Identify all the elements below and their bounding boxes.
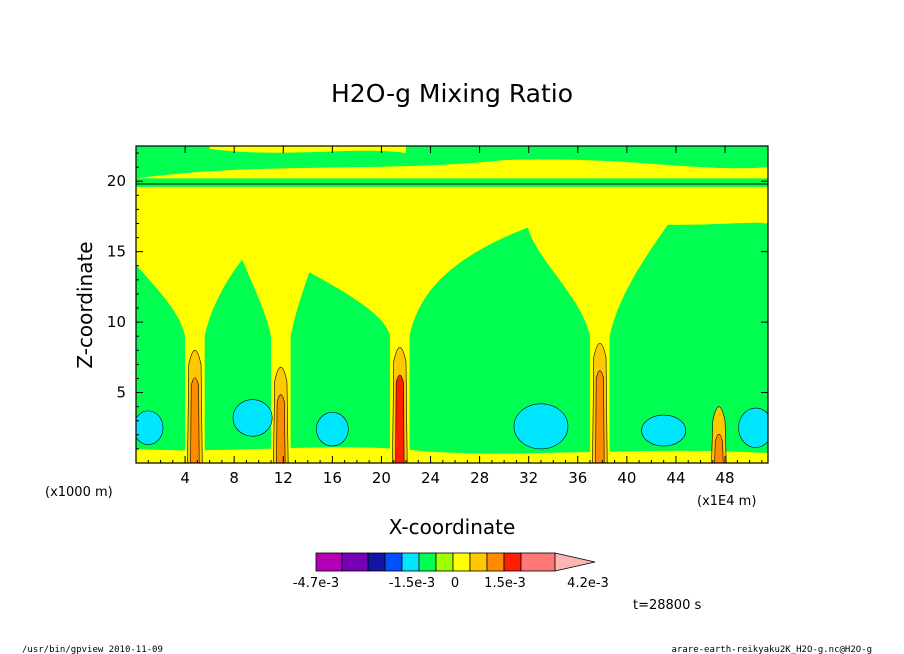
x-axis-label: X-coordinate [389,515,516,539]
y-tick-label: 15 [107,243,126,261]
y-tick-label: 10 [107,313,126,331]
x-tick-label: 16 [323,469,342,487]
y-tick-label: 5 [116,384,126,402]
x-tick-label: 28 [470,469,489,487]
x-tick-label: 48 [716,469,735,487]
dry-patch [232,399,273,437]
colorbar-swatch [520,552,556,572]
plume-inner-core [714,433,724,463]
plume-inner-core [395,374,405,463]
plume-column [526,216,674,463]
dry-patch [513,403,569,450]
x-tick-label: 12 [274,469,293,487]
plume-column [240,216,560,463]
colorbar-swatch [435,552,454,572]
plume-inner-core [276,394,286,463]
surface-moist-layer [136,447,768,463]
x-tick-label: 40 [617,469,636,487]
x-tick-label: 20 [372,469,391,487]
dry-patch [316,411,349,447]
colorbar-label: 1.5e-3 [484,576,526,591]
colorbar-label: 4.2e-3 [567,576,609,591]
plot-frame [135,145,769,464]
plume-inner-core [595,370,605,463]
y-axis-label: Z-coordinate [73,241,97,368]
x-tick-label: 36 [568,469,587,487]
x-tick-label: 32 [519,469,538,487]
colorbar: -4.7e-3 -1.5e-3 0 1.5e-3 4.2e-3 [293,552,609,591]
colorbar-swatch [315,552,343,572]
dry-patch [136,410,164,445]
footer-right: arare-earth-reikyaku2K_H2O-g.nc@H2O-g [672,645,872,654]
top-moist-patch [209,146,406,154]
plume-column [231,216,330,463]
dry-patch [641,414,687,447]
upper-moist-band [136,186,768,225]
plume-column [136,216,281,463]
top-moist-band [136,159,768,179]
x-unit-left: (x1000 m) [45,485,113,500]
colorbar-swatch [384,552,403,572]
colorbar-swatch [503,552,522,572]
x-tick-label: 44 [666,469,685,487]
colorbar-arrow [554,552,596,572]
colorbar-swatch [452,552,471,572]
time-label: t=28800 s [633,598,701,613]
colorbar-swatch [401,552,420,572]
colorbar-swatch [367,552,386,572]
colorbar-label: 0 [451,576,459,591]
y-tick-label: 20 [107,172,126,190]
x-tick-label: 8 [229,469,239,487]
dry-patch [738,407,768,448]
field-layer [136,146,768,463]
colorbar-swatch [486,552,505,572]
plot-area [136,146,768,463]
colorbar-label: -1.5e-3 [389,576,435,591]
x-tick-label: 4 [180,469,190,487]
x-unit-right: (x1E4 m) [697,494,756,509]
colorbar-label: -4.7e-3 [293,576,339,591]
footer-left: /usr/bin/gpview 2010-11-09 [22,645,163,654]
x-tick-label: 24 [421,469,440,487]
colorbar-swatch [341,552,369,572]
colorbar-swatch [418,552,437,572]
plume-inner-core [190,377,200,463]
chart-title: H2O-g Mixing Ratio [331,79,573,108]
colorbar-swatch [469,552,488,572]
